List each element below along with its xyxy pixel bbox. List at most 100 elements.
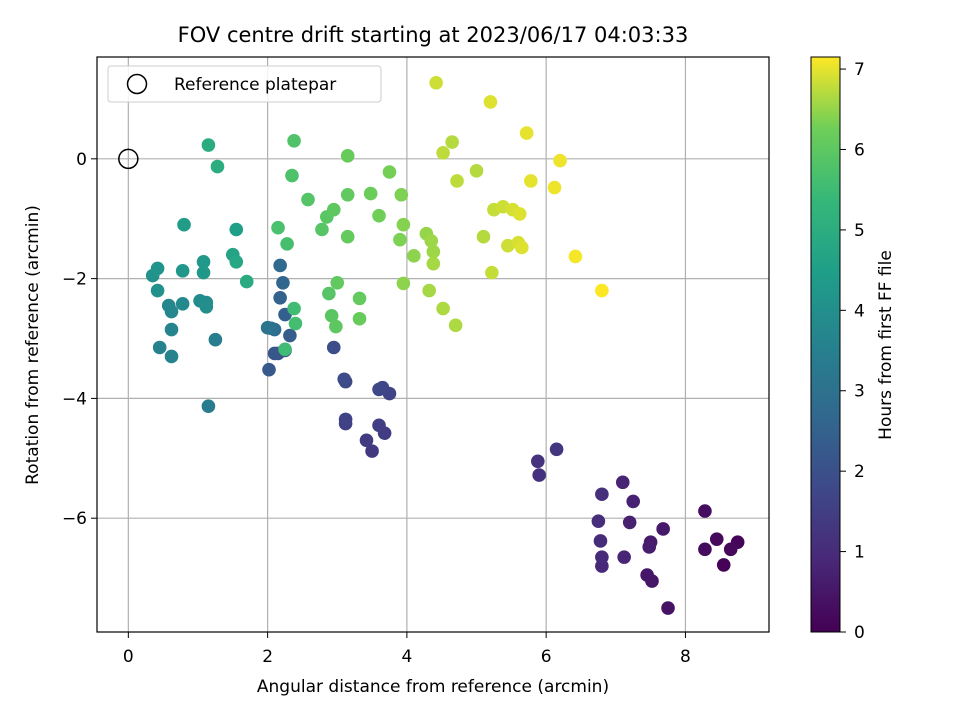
scatter-point xyxy=(287,134,301,148)
scatter-point xyxy=(288,316,303,331)
scatter-point xyxy=(617,550,631,564)
scatter-point xyxy=(278,342,292,357)
scatter-point xyxy=(365,444,379,458)
scatter-point xyxy=(422,283,436,298)
x-tick-label: 6 xyxy=(541,647,552,667)
scatter-point xyxy=(196,265,211,280)
scatter-point xyxy=(407,249,421,263)
scatter-point xyxy=(359,433,374,448)
scatter-point xyxy=(150,283,165,298)
scatter-point xyxy=(524,174,538,188)
scatter-point xyxy=(656,522,670,536)
x-tick-label: 0 xyxy=(123,647,134,667)
scatter-point xyxy=(514,240,529,255)
scatter-point xyxy=(661,601,675,615)
scatter-point xyxy=(285,168,299,183)
legend-label-reference: Reference platepar xyxy=(174,75,336,95)
y-axis-label: Rotation from reference (arcmin) xyxy=(23,205,43,485)
y-tick-label: 0 xyxy=(76,150,87,170)
x-tick-label: 4 xyxy=(401,647,412,667)
scatter-point xyxy=(595,283,609,298)
scatter-point xyxy=(568,249,583,264)
scatter-point xyxy=(642,540,657,554)
scatter-point xyxy=(315,222,329,237)
scatter-point xyxy=(476,229,491,244)
scatter-point xyxy=(372,382,386,397)
scatter-point xyxy=(150,261,165,276)
reference-platepar-marker xyxy=(118,148,139,170)
scatter-point xyxy=(260,320,275,335)
scatter-point xyxy=(340,149,355,163)
scatter-point xyxy=(393,232,407,247)
y-tick-label: −6 xyxy=(62,509,87,529)
scatter-point xyxy=(363,186,378,201)
scatter-point xyxy=(448,318,463,333)
scatter-points xyxy=(118,75,745,615)
scatter-point xyxy=(512,207,527,221)
colorbar-tick-label: 4 xyxy=(854,301,865,321)
scatter-point xyxy=(338,412,353,427)
scatter-point xyxy=(436,301,450,316)
scatter-point xyxy=(267,346,282,361)
scatter-point xyxy=(177,217,191,232)
scatter-point xyxy=(622,515,637,530)
scatter-point xyxy=(352,311,367,326)
scatter-point xyxy=(426,256,441,271)
scatter-point xyxy=(698,542,712,557)
scatter-point xyxy=(210,159,225,174)
scatter-point xyxy=(709,532,724,546)
scatter-point xyxy=(436,146,450,160)
scatter-point xyxy=(201,399,216,413)
legend-marker-reference xyxy=(126,73,148,95)
legend: Reference platepar xyxy=(107,65,382,103)
scatter-point xyxy=(595,487,609,502)
scatter-point xyxy=(519,126,534,140)
scatter-point xyxy=(283,328,297,343)
y-tick-label: −4 xyxy=(62,389,87,409)
scatter-point xyxy=(593,534,608,548)
scatter-point xyxy=(229,222,244,237)
scatter-point xyxy=(396,276,411,291)
scatter-point xyxy=(501,238,515,253)
colorbar-tick-label: 7 xyxy=(854,60,865,80)
scatter-point xyxy=(547,180,562,195)
scatter-point xyxy=(239,274,254,289)
scatter-point xyxy=(723,542,738,557)
scatter-point xyxy=(326,202,341,217)
scatter-point xyxy=(273,290,287,305)
scatter-point xyxy=(531,454,545,469)
colorbar-tick-label: 1 xyxy=(854,543,865,563)
scatter-point xyxy=(322,286,336,301)
scatter-point xyxy=(429,75,443,90)
scatter-point xyxy=(340,229,355,244)
scatter-point xyxy=(483,95,498,109)
colorbar-tick-label: 0 xyxy=(854,623,865,643)
x-axis-label: Angular distance from reference (arcmin) xyxy=(257,677,609,697)
grid xyxy=(97,57,769,632)
scatter-point xyxy=(698,504,712,518)
scatter-point xyxy=(301,192,315,207)
scatter-point xyxy=(196,255,211,269)
scatter-point xyxy=(280,237,294,251)
scatter-point xyxy=(262,362,276,377)
scatter-point xyxy=(164,349,179,364)
scatter-point xyxy=(372,418,386,433)
scatter-point xyxy=(175,296,190,311)
scatter-point xyxy=(532,468,546,482)
scatter-point xyxy=(469,164,484,178)
scatter-point xyxy=(426,244,441,259)
scatter-point xyxy=(396,217,411,232)
scatter-point xyxy=(330,276,345,290)
scatter-point xyxy=(152,340,167,355)
colorbar-tick-label: 6 xyxy=(854,140,865,160)
scatter-point xyxy=(553,153,567,168)
scatter-point xyxy=(716,558,731,572)
scatter-point xyxy=(175,264,190,278)
scatter-point xyxy=(626,494,641,509)
scatter-point xyxy=(324,308,339,323)
chart-title: FOV centre drift starting at 2023/06/17 … xyxy=(178,23,689,47)
scatter-point xyxy=(164,304,179,319)
colorbar-ticks: 0 1 2 3 4 5 6 7 xyxy=(840,60,865,643)
scatter-point xyxy=(450,174,464,188)
